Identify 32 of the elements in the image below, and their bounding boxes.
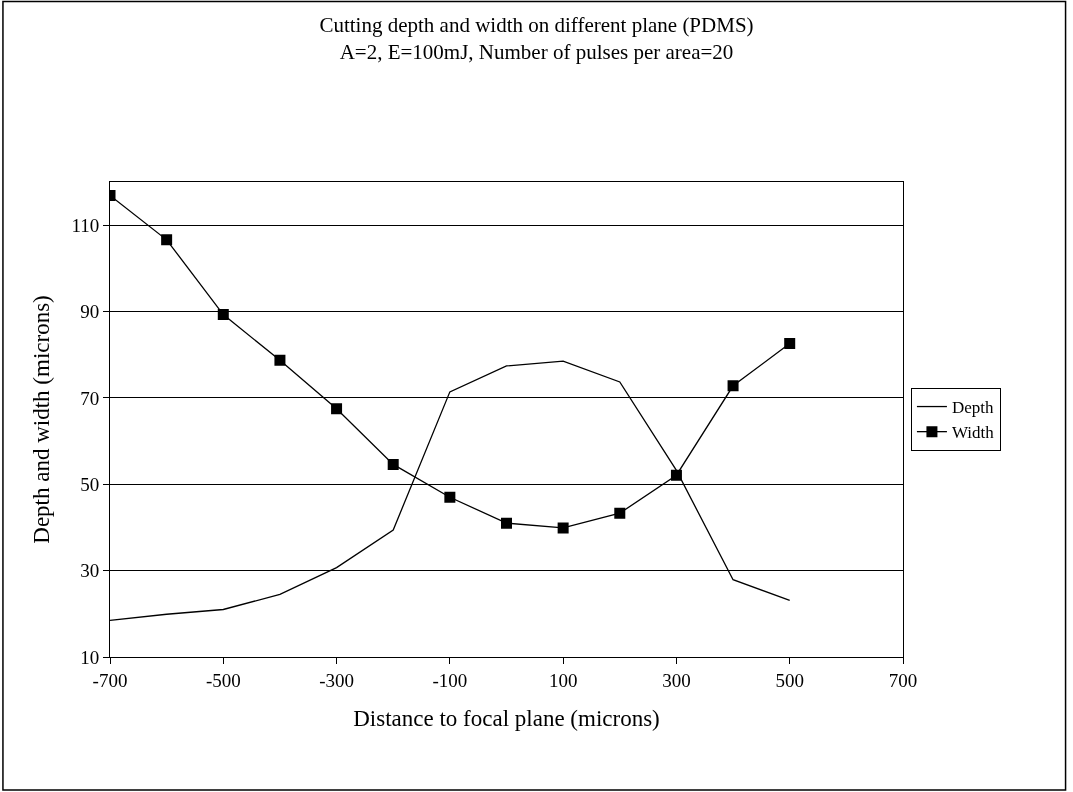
point bbox=[444, 491, 456, 503]
x-tick-label: 300 bbox=[662, 669, 691, 691]
x-tick-label: -500 bbox=[205, 669, 241, 691]
point bbox=[727, 380, 739, 392]
x-tick-label: 500 bbox=[775, 669, 804, 691]
y-tick-label: 10 bbox=[80, 646, 100, 668]
legend-label: Depth bbox=[951, 398, 994, 418]
point bbox=[784, 338, 796, 349]
point bbox=[217, 309, 229, 321]
point bbox=[670, 469, 682, 481]
y-tick-label: 90 bbox=[80, 301, 100, 323]
y-tick-label: 50 bbox=[80, 473, 100, 495]
point bbox=[557, 522, 569, 534]
y-tick-label: 110 bbox=[71, 214, 100, 236]
legend-label: Width bbox=[951, 423, 995, 443]
x-tick-label: -700 bbox=[92, 669, 128, 691]
x-axis-title: Distance to focal plane (microns) bbox=[353, 706, 660, 732]
point bbox=[331, 403, 343, 415]
x-tick-label: 700 bbox=[888, 669, 918, 691]
point bbox=[274, 354, 286, 366]
chart-title: Cutting depth and width on different plane (PDMS) bbox=[319, 12, 754, 37]
y-tick-label: 70 bbox=[80, 387, 100, 409]
point bbox=[387, 458, 399, 470]
chart-subtitle: A=2, E=100mJ, Number of pulses per area=20 bbox=[339, 39, 734, 64]
x-tick-label: -300 bbox=[319, 669, 354, 691]
point bbox=[614, 507, 626, 519]
x-tick-label: 100 bbox=[548, 669, 578, 691]
y-tick-label: 30 bbox=[80, 560, 100, 582]
x-tick-label: -100 bbox=[432, 669, 468, 691]
y-axis-title: Depth and width (microns) bbox=[28, 295, 54, 544]
point bbox=[501, 517, 512, 529]
point bbox=[161, 234, 173, 246]
